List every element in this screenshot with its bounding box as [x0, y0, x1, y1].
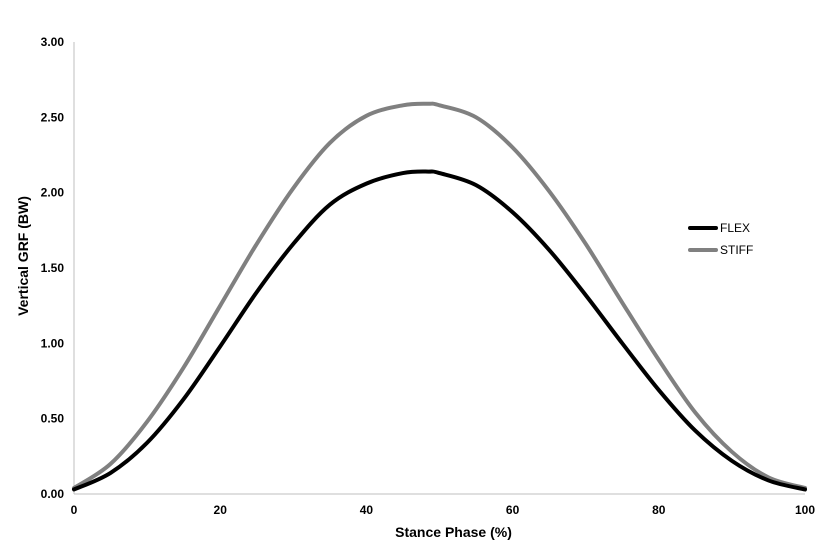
y-tick-label: 1.00	[41, 336, 65, 350]
x-tick-label: 40	[360, 503, 374, 517]
x-tick-label: 100	[795, 503, 815, 517]
legend-label-flex: FLEX	[720, 221, 750, 235]
x-tick-label: 60	[506, 503, 520, 517]
y-tick-label: 0.00	[41, 487, 65, 501]
x-axis-ticks: 0 20 40 60 80 100	[71, 503, 816, 517]
legend-label-stiff: STIFF	[720, 243, 753, 257]
y-tick-label: 2.00	[41, 186, 65, 200]
y-tick-label: 2.50	[41, 110, 65, 124]
y-tick-label: 0.50	[41, 412, 65, 426]
x-axis-title: Stance Phase (%)	[395, 524, 512, 540]
series-line-stiff	[72, 101, 807, 490]
y-tick-label: 1.50	[41, 261, 65, 275]
x-tick-label: 0	[71, 503, 78, 517]
y-tick-label: 3.00	[41, 35, 65, 49]
series-line-flex	[72, 169, 807, 492]
legend: FLEX STIFF	[688, 221, 753, 257]
y-axis-ticks: 0.00 0.50 1.00 1.50 2.00 2.50 3.00	[41, 35, 65, 501]
x-tick-label: 80	[652, 503, 666, 517]
series-lines	[72, 101, 807, 492]
x-tick-label: 20	[214, 503, 228, 517]
y-axis-title: Vertical GRF (BW)	[15, 196, 31, 316]
